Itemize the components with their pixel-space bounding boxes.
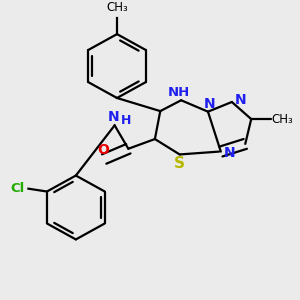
Text: N: N xyxy=(223,146,235,160)
Text: CH₃: CH₃ xyxy=(106,1,128,13)
Text: S: S xyxy=(174,155,185,170)
Text: N: N xyxy=(234,93,246,107)
Text: H: H xyxy=(121,114,131,127)
Text: O: O xyxy=(97,143,109,158)
Text: NH: NH xyxy=(168,86,190,99)
Text: N: N xyxy=(107,110,119,124)
Text: N: N xyxy=(204,97,215,111)
Text: Cl: Cl xyxy=(10,182,25,195)
Text: CH₃: CH₃ xyxy=(272,112,293,126)
